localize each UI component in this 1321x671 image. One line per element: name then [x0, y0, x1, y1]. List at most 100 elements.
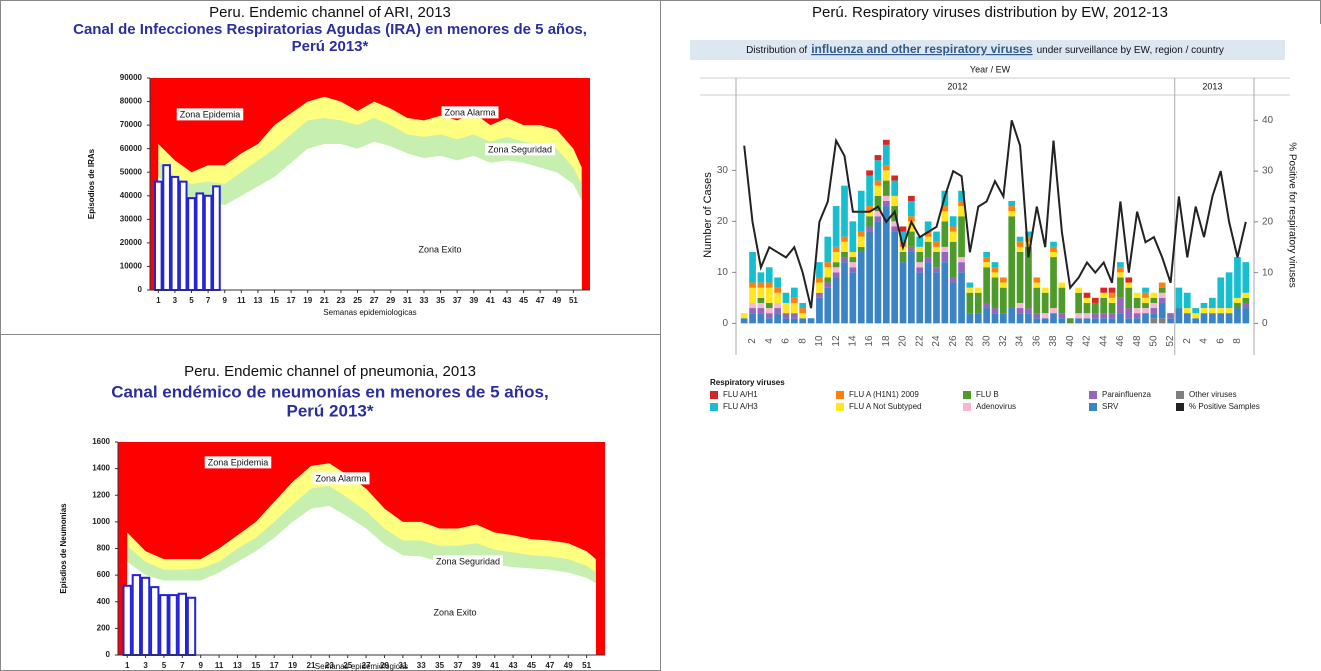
bar-segment: [799, 302, 807, 309]
legend-swatch: [710, 403, 718, 411]
bar-segment: [765, 318, 773, 324]
bar-segment: [1100, 318, 1108, 324]
title-part: under surveillance by EW, region / count…: [1037, 45, 1224, 56]
bar-segment: [1150, 308, 1158, 314]
bar-segment: [874, 160, 882, 181]
x-tick-label: 3: [143, 661, 148, 670]
bar-segment: [874, 185, 882, 196]
y2-tick-label: 0: [1262, 318, 1268, 329]
y-tick-label: 30000: [120, 214, 143, 223]
bar-segment: [949, 277, 957, 283]
bar-segment: [740, 318, 748, 324]
bar-segment: [933, 231, 940, 242]
bar-segment: [799, 313, 807, 319]
x-axis-label: Semanas epidemiologicas: [323, 308, 416, 317]
title-part: influenza and other respiratory viruses: [811, 42, 1033, 56]
x-tick-label: 11: [215, 661, 224, 670]
bar-segment: [1000, 277, 1007, 283]
bar-segment: [841, 251, 848, 258]
bar-segment: [765, 302, 773, 309]
x-tick-label: 51: [582, 661, 591, 670]
bar-segment: [941, 211, 949, 222]
bar-segment: [1217, 313, 1225, 324]
bar-segment: [832, 246, 840, 252]
x-tick-label: 2: [1182, 338, 1193, 344]
x-tick-label: 43: [503, 296, 512, 305]
x-tick-label: 25: [353, 296, 362, 305]
x-tick-label: 36: [1031, 335, 1042, 347]
zone-label-box: [204, 456, 272, 469]
bar-segment: [908, 216, 915, 222]
bar-segment: [782, 318, 790, 324]
legend-label: FLU A (H1N1) 2009: [849, 390, 919, 399]
bar-segment: [749, 251, 756, 283]
bar-segment: [874, 180, 882, 186]
bar-segment: [1150, 302, 1158, 309]
bar-segment: [857, 251, 865, 324]
bar-segment: [1158, 318, 1166, 324]
bar-segment: [1150, 292, 1158, 298]
bar-segment: [1133, 292, 1141, 298]
bar-segment: [841, 262, 848, 324]
bar-segment: [1158, 292, 1166, 298]
x-tick-label: 26: [948, 335, 959, 347]
bar-segment: [765, 267, 773, 283]
chart-title: Perú 2013*: [287, 401, 374, 420]
y-tick-label: 20: [717, 216, 729, 227]
bar-segment: [832, 251, 840, 263]
bar-segment: [1125, 308, 1133, 319]
bar-segment: [874, 221, 882, 324]
x-tick-label: 19: [303, 296, 312, 305]
y-tick-label: 70000: [120, 120, 143, 129]
bar-segment: [1200, 308, 1208, 314]
bar-segment: [1100, 313, 1108, 319]
x-tick-label: 15: [270, 296, 279, 305]
bar-segment: [1209, 297, 1216, 309]
bar-segment: [816, 262, 823, 278]
legend-swatch: [836, 391, 844, 399]
bar-segment: [899, 231, 907, 242]
bar-segment: [899, 262, 907, 324]
bar-segment: [1041, 318, 1049, 324]
bar-segment: [882, 195, 890, 201]
bar-segment: [1025, 246, 1032, 309]
bar-segment: [1150, 318, 1158, 324]
bar-segment: [841, 236, 848, 242]
x-tick-label: 13: [253, 296, 262, 305]
bar-segment: [924, 241, 932, 258]
bar-segment: [933, 246, 940, 252]
bar-segment: [924, 262, 932, 324]
bar-segment: [757, 287, 765, 298]
y-tick-label: 600: [97, 570, 111, 579]
bar-segment: [966, 313, 974, 324]
bar-segment: [765, 287, 773, 303]
bar-segment: [916, 236, 924, 247]
bar-segment: [1058, 282, 1066, 288]
bar-segment: [1225, 308, 1233, 314]
bar-segment: [866, 170, 873, 176]
bar-segment: [874, 195, 882, 212]
x-tick-label: 19: [288, 661, 297, 670]
x-tick-label: 3: [173, 296, 178, 305]
bar-segment: [924, 221, 932, 232]
panel-caption: Perú. Respiratory viruses distribution b…: [812, 4, 1168, 21]
bar-segment: [1108, 292, 1116, 298]
bar: [186, 596, 197, 656]
bar: [177, 592, 187, 657]
bar-segment: [941, 206, 949, 212]
endemic-chart: Canal endémico de neumonías en menores d…: [59, 382, 605, 671]
bar-segment: [1133, 313, 1141, 319]
bar-segment: [1008, 216, 1016, 309]
bar-segment: [974, 292, 982, 314]
bar-segment: [891, 221, 899, 227]
y-tick-label: 1400: [92, 464, 110, 473]
bar-segment: [908, 200, 915, 217]
bar-segment: [791, 287, 798, 298]
bar-segment: [849, 272, 857, 324]
bar-segment: [933, 241, 940, 247]
bar: [162, 164, 171, 291]
bar-segment: [1158, 282, 1166, 288]
bar-segment: [866, 226, 873, 232]
bar-segment: [1091, 313, 1099, 319]
bar-segment: [924, 236, 932, 242]
